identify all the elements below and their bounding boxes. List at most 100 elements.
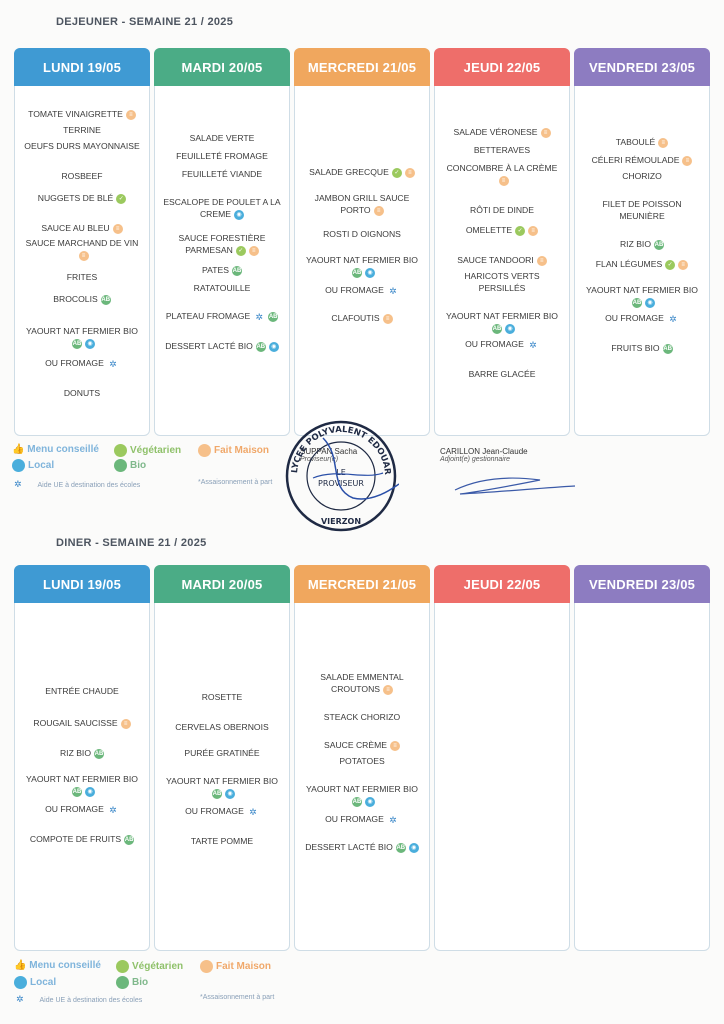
official-stamp: LYCEE POLYVALENT EDOUARD VAILLANT LE PRO… [283,418,399,532]
homemade-icon: ≡ [678,259,689,270]
signatory-name: SUPPAN Sacha [300,447,358,456]
bio-icon: AB [124,834,135,845]
menu-item-label: CÉLERI RÉMOULADE [591,155,680,165]
menu-item-label: BROCOLIS [53,294,98,304]
menu-item-label: TOMATE VINAIGRETTE [28,109,123,119]
day-column: MARDI 20/05 ROSETTE CERVELAS OBERNOIS PURÉE… [154,565,290,951]
signature-left: SUPPAN Sacha Proviseur(e) [300,447,357,463]
menu-item: PATES AB [194,264,250,276]
menu-item: PURÉE GRATINÉE [176,747,267,759]
menu-item-label: RATATOUILLE [193,283,251,293]
menu-item-label: COMPOTE DE FRUITS [29,834,122,844]
svg-text:VIERZON: VIERZON [321,517,361,526]
menu-item: SALADE VÉRONESE ≡ [445,126,558,138]
menu-item: BARRE GLACÉE [461,368,544,380]
day-menu-list: ENTRÉE CHAUDE ROUGAIL SAUCISSE ≡ RIZ BIO AB Y… [15,603,149,950]
menu-item: OU FROMAGE ✲ [37,803,127,815]
menu-item-label: TABOULÉ [615,137,656,147]
day-menu-list: SALADE VERTE FEUILLETÉ FROMAGE FEUILLETÉ V… [155,86,289,435]
homemade-icon: ≡ [78,250,89,261]
menu-item: YAOURT NAT FERMIER BIO AB ◉ [575,284,709,308]
eu-stars-icon: ✲ [16,994,24,1004]
eu-stars-icon: ✲ [249,806,257,817]
homemade-icon: ≡ [528,225,539,236]
menu-item: YAOURT NAT FERMIER BIO AB ◉ [295,254,429,278]
menu-item: NUGGETS DE BLÉ ✓ [30,192,134,204]
homemade-icon: ≡ [404,167,415,178]
day-menu-list: TOMATE VINAIGRETTE ≡ TERRINE OEUFS DURS MAY… [15,86,149,435]
legend-vegetarien: Végétarien [116,960,183,973]
vegetarian-icon: ✓ [235,245,246,256]
signatory-name: CARILLON Jean-Claude [440,447,528,456]
menu-item: YAOURT NAT FERMIER BIO AB ◉ [295,783,429,807]
menu-item-label: TARTE POMME [190,836,254,846]
legend-assaisonnement: *Assaisonnement à part [198,479,273,486]
bio-icon [116,976,129,989]
svg-text:LE: LE [336,468,346,477]
menu-item: CÉLERI RÉMOULADE ≡ [584,154,701,166]
menu-item-label: OU FROMAGE [185,806,244,816]
legend-aide-ue: ✲ Aide UE à destination des écoles [14,479,141,489]
menu-item: OU FROMAGE ✲ [457,338,547,350]
vegetarian-icon: ✓ [665,259,676,270]
menu-item: STEACK CHORIZO [316,711,408,723]
menu-item-label: ROUGAIL SAUCISSE [33,718,118,728]
eu-stars-icon: ✲ [389,814,397,825]
day-header: JEUDI 22/05 [434,565,570,603]
day-header: LUNDI 19/05 [14,565,150,603]
menu-item-label: FEUILLETÉ FROMAGE [176,151,268,161]
dinner-title: DINER - SEMAINE 21 / 2025 [56,537,207,549]
menu-item: OU FROMAGE ✲ [317,284,407,296]
homemade-icon: ≡ [248,245,259,256]
menu-item: RIZ BIO AB [52,747,112,759]
menu-item-label: OU FROMAGE [465,339,524,349]
day-column: MERCREDI 21/05 SALADE GRECQUE ✓ ≡ JAMBON GRI… [294,48,430,436]
menu-item-label: SAUCE TANDOORI [457,255,534,265]
homemade-icon: ≡ [536,255,547,266]
menu-item-label: OU FROMAGE [45,804,104,814]
menu-item-label: YAOURT NAT FERMIER BIO [166,776,278,786]
bio-icon: AB [231,265,242,276]
menu-item: ROSTI D OIGNONS [315,228,409,240]
menu-item: DESSERT LACTÉ BIO AB ◉ [297,841,427,853]
legend-aide-ue: ✲ Aide UE à destination des écoles [16,994,143,1004]
eu-stars-icon: ✲ [389,285,397,296]
menu-item: SAUCE TANDOORI ≡ [449,254,555,266]
menu-item-label: CLAFOUTIS [331,313,380,323]
local-icon: ◉ [225,788,235,799]
menu-item: CHORIZO [614,170,670,182]
menu-item-label: SAUCE FORESTIÈRE PARMESAN [178,233,266,255]
homemade-icon: ≡ [658,137,669,148]
day-menu-list: TABOULÉ ≡ CÉLERI RÉMOULADE ≡ CHORIZO FILET DE… [575,86,709,435]
menu-item-label: SALADE GRECQUE [309,167,389,177]
menu-item: FRUITS BIO AB [603,342,680,354]
local-icon: ◉ [365,267,375,278]
menu-item-label: YAOURT NAT FERMIER BIO [26,774,138,784]
bio-icon: AB [268,311,279,322]
menu-item: SALADE VERTE [182,132,263,144]
menu-item: YAOURT NAT FERMIER BIO AB ◉ [155,775,289,799]
menu-item: ENTRÉE CHAUDE [37,685,127,697]
legend-menu-conseille: 👍 Menu conseillé [12,444,99,455]
menu-item: FEUILLETÉ FROMAGE [168,150,276,162]
menu-item-label: CONCOMBRE À LA CRÈME [446,163,558,173]
homemade-icon: ≡ [383,684,394,695]
local-icon: ◉ [505,323,515,334]
menu-item-label: OU FROMAGE [605,313,664,323]
local-icon [14,976,27,989]
day-menu-list: SALADE EMMENTAL CROUTONS ≡ STEACK CHORIZO S… [295,603,429,950]
menu-item-label: PLATEAU FROMAGE [165,311,251,321]
day-menu-list: SALADE VÉRONESE ≡ BETTERAVES CONCOMBRE À LA… [435,86,569,435]
day-menu-list [575,603,709,950]
menu-item-label: DESSERT LACTÉ BIO [165,341,253,351]
eu-stars-icon: ✲ [109,358,117,369]
legend-fait-maison: Fait Maison [200,960,271,973]
menu-item: TARTE POMME [183,835,261,847]
menu-item: CONCOMBRE À LA CRÈME ≡ [435,162,569,186]
menu-item: YAOURT NAT FERMIER BIO AB ◉ [435,310,569,334]
day-header: VENDREDI 23/05 [574,48,710,86]
local-icon [12,459,25,472]
menu-item-label: DONUTS [63,388,101,398]
menu-item-label: ENTRÉE CHAUDE [45,686,119,696]
menu-item: BETTERAVES [466,144,538,156]
